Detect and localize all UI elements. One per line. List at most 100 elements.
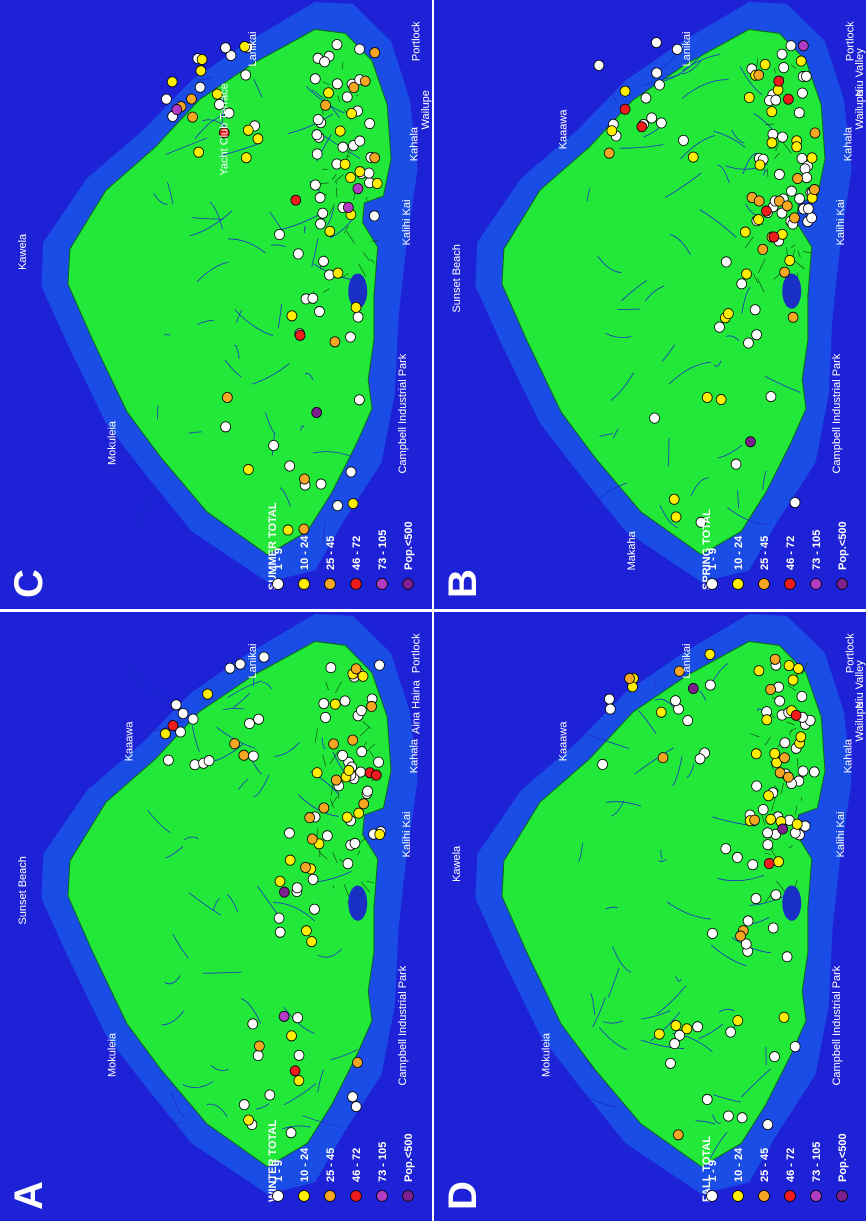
site-marker [795, 194, 805, 204]
site-marker [221, 422, 231, 432]
site-marker [744, 338, 754, 348]
legend-label: 1 - 9 [707, 1160, 719, 1182]
site-marker [312, 768, 322, 778]
site-marker [750, 815, 760, 825]
site-marker [294, 1050, 304, 1060]
site-marker [310, 180, 320, 190]
site-marker [347, 108, 357, 118]
site-marker [702, 1094, 712, 1104]
legend-label: 10 - 24 [299, 1147, 311, 1182]
site-marker [695, 754, 705, 764]
place-label: Niu Valley [854, 660, 866, 709]
legend-title: SUMMER TOTAL [267, 502, 279, 590]
site-marker [780, 753, 790, 763]
site-marker [792, 819, 802, 829]
site-marker [355, 44, 365, 54]
site-marker [683, 715, 693, 725]
site-marker [287, 1031, 297, 1041]
site-marker [344, 765, 354, 775]
site-marker [625, 673, 635, 683]
site-marker [225, 663, 235, 673]
site-marker [248, 1019, 258, 1029]
legend-swatch [811, 579, 822, 590]
site-marker [780, 738, 790, 748]
site-marker [671, 696, 681, 706]
site-marker [295, 330, 305, 340]
site-marker [275, 876, 285, 886]
site-marker [244, 1115, 254, 1125]
site-marker [743, 916, 753, 926]
site-marker [279, 1011, 289, 1021]
site-marker [285, 461, 295, 471]
site-marker [656, 118, 666, 128]
site-marker [275, 927, 285, 937]
site-marker [254, 1041, 264, 1051]
site-marker [275, 229, 285, 239]
site-marker [321, 712, 331, 722]
site-marker [705, 649, 715, 659]
site-marker [748, 860, 758, 870]
site-marker [195, 82, 205, 92]
place-label: Yacht Club Terrace [219, 83, 231, 176]
site-marker [736, 931, 746, 941]
place-label: Wailupe [854, 90, 866, 129]
legend-label: 1 - 9 [273, 1160, 285, 1182]
site-marker [771, 890, 781, 900]
site-marker [248, 751, 258, 761]
legend-label: 25 - 45 [759, 1148, 771, 1182]
site-marker [771, 95, 781, 105]
site-marker [782, 201, 792, 211]
site-marker [356, 706, 366, 716]
place-label: Campbell Industrial Park [831, 965, 843, 1085]
site-marker [291, 195, 301, 205]
site-marker [778, 824, 788, 834]
site-marker [733, 1016, 743, 1026]
legend-label: 1 - 9 [707, 548, 719, 570]
legend-swatch [299, 579, 310, 590]
panel-letter: B [441, 569, 485, 598]
site-marker [654, 1029, 664, 1039]
site-marker [167, 77, 177, 87]
site-marker [620, 104, 630, 114]
site-marker [307, 936, 317, 946]
site-marker [790, 1042, 800, 1052]
site-marker [332, 39, 342, 49]
site-marker [326, 663, 336, 673]
site-marker [658, 753, 668, 763]
place-label: Kalihi Kai [835, 812, 847, 858]
site-marker [372, 178, 382, 188]
site-marker [807, 153, 817, 163]
site-marker [666, 1058, 676, 1068]
site-marker [285, 828, 295, 838]
site-marker [758, 244, 768, 254]
site-marker [369, 211, 379, 221]
site-marker [190, 760, 200, 770]
site-marker [239, 1100, 249, 1110]
site-marker [744, 92, 754, 102]
site-marker [330, 699, 340, 709]
site-marker [300, 474, 310, 484]
place-label: Kalihi Kai [835, 200, 847, 246]
legend-label: Pop.<500 [837, 521, 849, 570]
site-marker [371, 770, 381, 780]
place-label: Mokuleia [107, 420, 119, 465]
site-marker [797, 691, 807, 701]
site-marker [807, 213, 817, 223]
legend-swatch [759, 579, 770, 590]
site-marker [737, 1113, 747, 1123]
site-marker [194, 147, 204, 157]
site-marker [792, 142, 802, 152]
site-marker [222, 392, 232, 402]
site-marker [788, 312, 798, 322]
panel-letter: A [7, 1181, 51, 1210]
site-marker [332, 79, 342, 89]
site-marker [693, 1022, 703, 1032]
site-marker [762, 715, 772, 725]
legend-swatch [273, 1191, 284, 1202]
site-marker [788, 675, 798, 685]
place-label: Portlock [411, 21, 423, 61]
legend-label: 73 - 105 [811, 530, 823, 570]
place-label: Portlock [411, 633, 423, 673]
